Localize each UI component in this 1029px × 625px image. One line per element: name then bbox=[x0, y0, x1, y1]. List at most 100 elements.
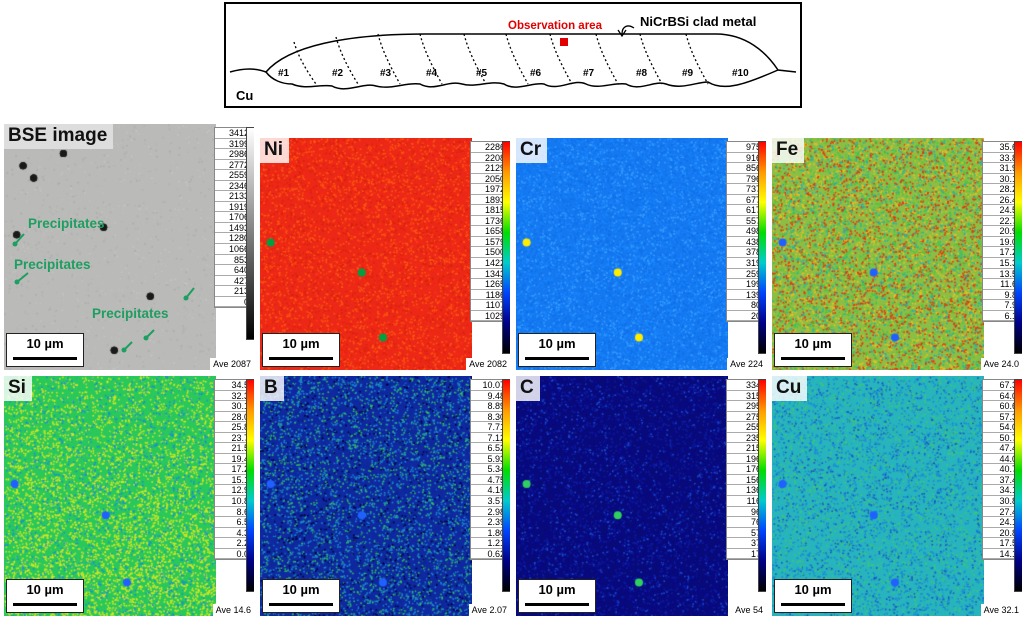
scale-tick-label: 4.75 bbox=[471, 475, 507, 486]
scale-tick-label: 47.4 bbox=[983, 443, 1019, 454]
scale-tick-label: 50.7 bbox=[983, 433, 1019, 444]
scale-tick-label: 215 bbox=[727, 443, 763, 454]
intensity-scale: 34.5 32.3 30.1 28.0 25.8 23.7 21.5 19.4 17.2 15.1… bbox=[214, 379, 252, 561]
arrow-head-icon bbox=[14, 279, 20, 285]
scale-tick-label: 1893 bbox=[471, 195, 507, 206]
scale-tick-label: 27.4 bbox=[983, 507, 1019, 518]
scale-tick-label: 315 bbox=[727, 391, 763, 402]
scale-tick-label: 28.2 bbox=[983, 184, 1019, 195]
color-bar bbox=[502, 379, 510, 592]
scale-tick-label: 7.12 bbox=[471, 433, 507, 444]
bse-panel-title: BSE image bbox=[4, 124, 114, 149]
color-bar bbox=[246, 379, 254, 592]
scale-tick-label: 319 bbox=[727, 258, 763, 269]
scale-tick-label: 1265 bbox=[471, 279, 507, 290]
scale-tick-label: 295 bbox=[727, 401, 763, 412]
scale-tick-label: 10.8 bbox=[215, 496, 251, 507]
scale-tick-label: 2346 bbox=[215, 181, 251, 192]
average-value: Ave 2087 bbox=[210, 358, 254, 370]
scale-tick-label: 28.0 bbox=[215, 412, 251, 423]
scale-tick-label: 438 bbox=[727, 237, 763, 248]
cr-panel-title: Cr bbox=[516, 138, 548, 163]
scale-tick-label: 33.8 bbox=[983, 153, 1019, 164]
scale-tick-label: 196 bbox=[727, 454, 763, 465]
average-value: Ave 2082 bbox=[466, 358, 510, 370]
scale-tick-label: 255 bbox=[727, 422, 763, 433]
scale-tick-label: 21.5 bbox=[215, 443, 251, 454]
scale-tick-label: 1280 bbox=[215, 233, 251, 245]
clad-cross-section-diagram bbox=[229, 25, 797, 90]
scale-tick-label: 1029 bbox=[471, 311, 507, 322]
scale-tick-label: 34.1 bbox=[983, 485, 1019, 497]
scale-tick-label: 25.8 bbox=[215, 422, 251, 433]
scale-tick-label: 378 bbox=[727, 247, 763, 259]
scale-tick-label: 2.98 bbox=[471, 507, 507, 518]
scale-tick-label: 14.1 bbox=[983, 549, 1019, 560]
scale-bar-line bbox=[269, 357, 333, 360]
scale-tick-label: 334 bbox=[727, 380, 763, 391]
scale-tick-label: 15.3 bbox=[983, 258, 1019, 269]
scale-bar: 10 µm bbox=[262, 333, 340, 367]
intensity-scale: 10.07 9.48 8.89 8.30 7.71 7.12 6.52 5.93 5.34 4.7… bbox=[470, 379, 508, 561]
average-value: Ave 54 bbox=[732, 604, 766, 616]
scale-tick-label: 2050 bbox=[471, 174, 507, 185]
scale-tick-label: 6.5 bbox=[215, 517, 251, 528]
color-bar bbox=[246, 127, 254, 340]
average-value: Ave 32.1 bbox=[980, 604, 1022, 616]
scale-tick-label: 20.8 bbox=[983, 528, 1019, 539]
scale-tick-label: 44.0 bbox=[983, 454, 1019, 465]
scale-tick-label: 0.0 bbox=[215, 549, 251, 560]
scale-bar: 10 µm bbox=[518, 333, 596, 367]
scale-tick-label: 116 bbox=[727, 496, 763, 507]
scale-tick-label: 1.21 bbox=[471, 538, 507, 549]
scale-tick-label: 259 bbox=[727, 269, 763, 280]
scale-tick-label: 2.39 bbox=[471, 517, 507, 528]
scale-tick-label: 1706 bbox=[215, 212, 251, 223]
scale-tick-label: 67.3 bbox=[983, 380, 1019, 391]
scale-bar: 10 µm bbox=[6, 579, 84, 613]
cr-map-image bbox=[516, 138, 728, 370]
bead-label: #10 bbox=[732, 68, 749, 79]
scale-tick-label: 856 bbox=[727, 163, 763, 174]
b-map-image bbox=[260, 376, 472, 616]
cu-map-image bbox=[772, 376, 984, 616]
scale-tick-label: 275 bbox=[727, 412, 763, 423]
precipitate-arrows bbox=[12, 233, 195, 353]
scale-tick-label: 4.16 bbox=[471, 485, 507, 497]
scale-tick-label: 176 bbox=[727, 464, 763, 475]
scale-tick-label: 64.0 bbox=[983, 391, 1019, 402]
scale-bar-label: 10 µm bbox=[282, 336, 320, 351]
scale-tick-label: 76 bbox=[727, 517, 763, 528]
bead-label: #9 bbox=[682, 68, 694, 79]
bead-label: #1 bbox=[278, 68, 290, 79]
scale-tick-label: 1.80 bbox=[471, 528, 507, 539]
scale-tick-label: 6.1 bbox=[983, 311, 1019, 322]
scale-tick-label: 5.34 bbox=[471, 464, 507, 475]
scale-tick-label: 2129 bbox=[471, 163, 507, 174]
scale-tick-label: 7.9 bbox=[983, 300, 1019, 311]
si-map-image bbox=[4, 376, 216, 616]
scale-tick-label: 17.5 bbox=[983, 538, 1019, 549]
scale-bar-label: 10 µm bbox=[794, 582, 832, 597]
scale-tick-label: 1579 bbox=[471, 237, 507, 248]
scale-tick-label: 136 bbox=[727, 485, 763, 497]
scale-tick-label: 7.71 bbox=[471, 422, 507, 433]
scale-bar-label: 10 µm bbox=[538, 336, 576, 351]
fe-panel-title: Fe bbox=[772, 138, 805, 163]
scale-tick-label: 1422 bbox=[471, 258, 507, 269]
clad-schematic: Observation area NiCrBSi clad metal Cu #… bbox=[224, 2, 802, 108]
scale-bar-line bbox=[525, 603, 589, 606]
scale-tick-label: 3199 bbox=[215, 139, 251, 150]
scale-tick-label: 54.0 bbox=[983, 422, 1019, 433]
scale-tick-label: 23.7 bbox=[215, 433, 251, 444]
scale-tick-label: 498 bbox=[727, 226, 763, 237]
scale-bar-line bbox=[13, 603, 77, 606]
scale-tick-label: 2772 bbox=[215, 160, 251, 171]
scale-tick-label: 5.93 bbox=[471, 454, 507, 465]
scale-tick-label: 40.7 bbox=[983, 464, 1019, 475]
scale-tick-label: 9.8 bbox=[983, 290, 1019, 301]
scale-tick-label: 60.6 bbox=[983, 401, 1019, 412]
average-value: Ave 14.6 bbox=[212, 604, 254, 616]
bse-map-image bbox=[4, 124, 216, 370]
scale-tick-label: 19.4 bbox=[215, 454, 251, 465]
